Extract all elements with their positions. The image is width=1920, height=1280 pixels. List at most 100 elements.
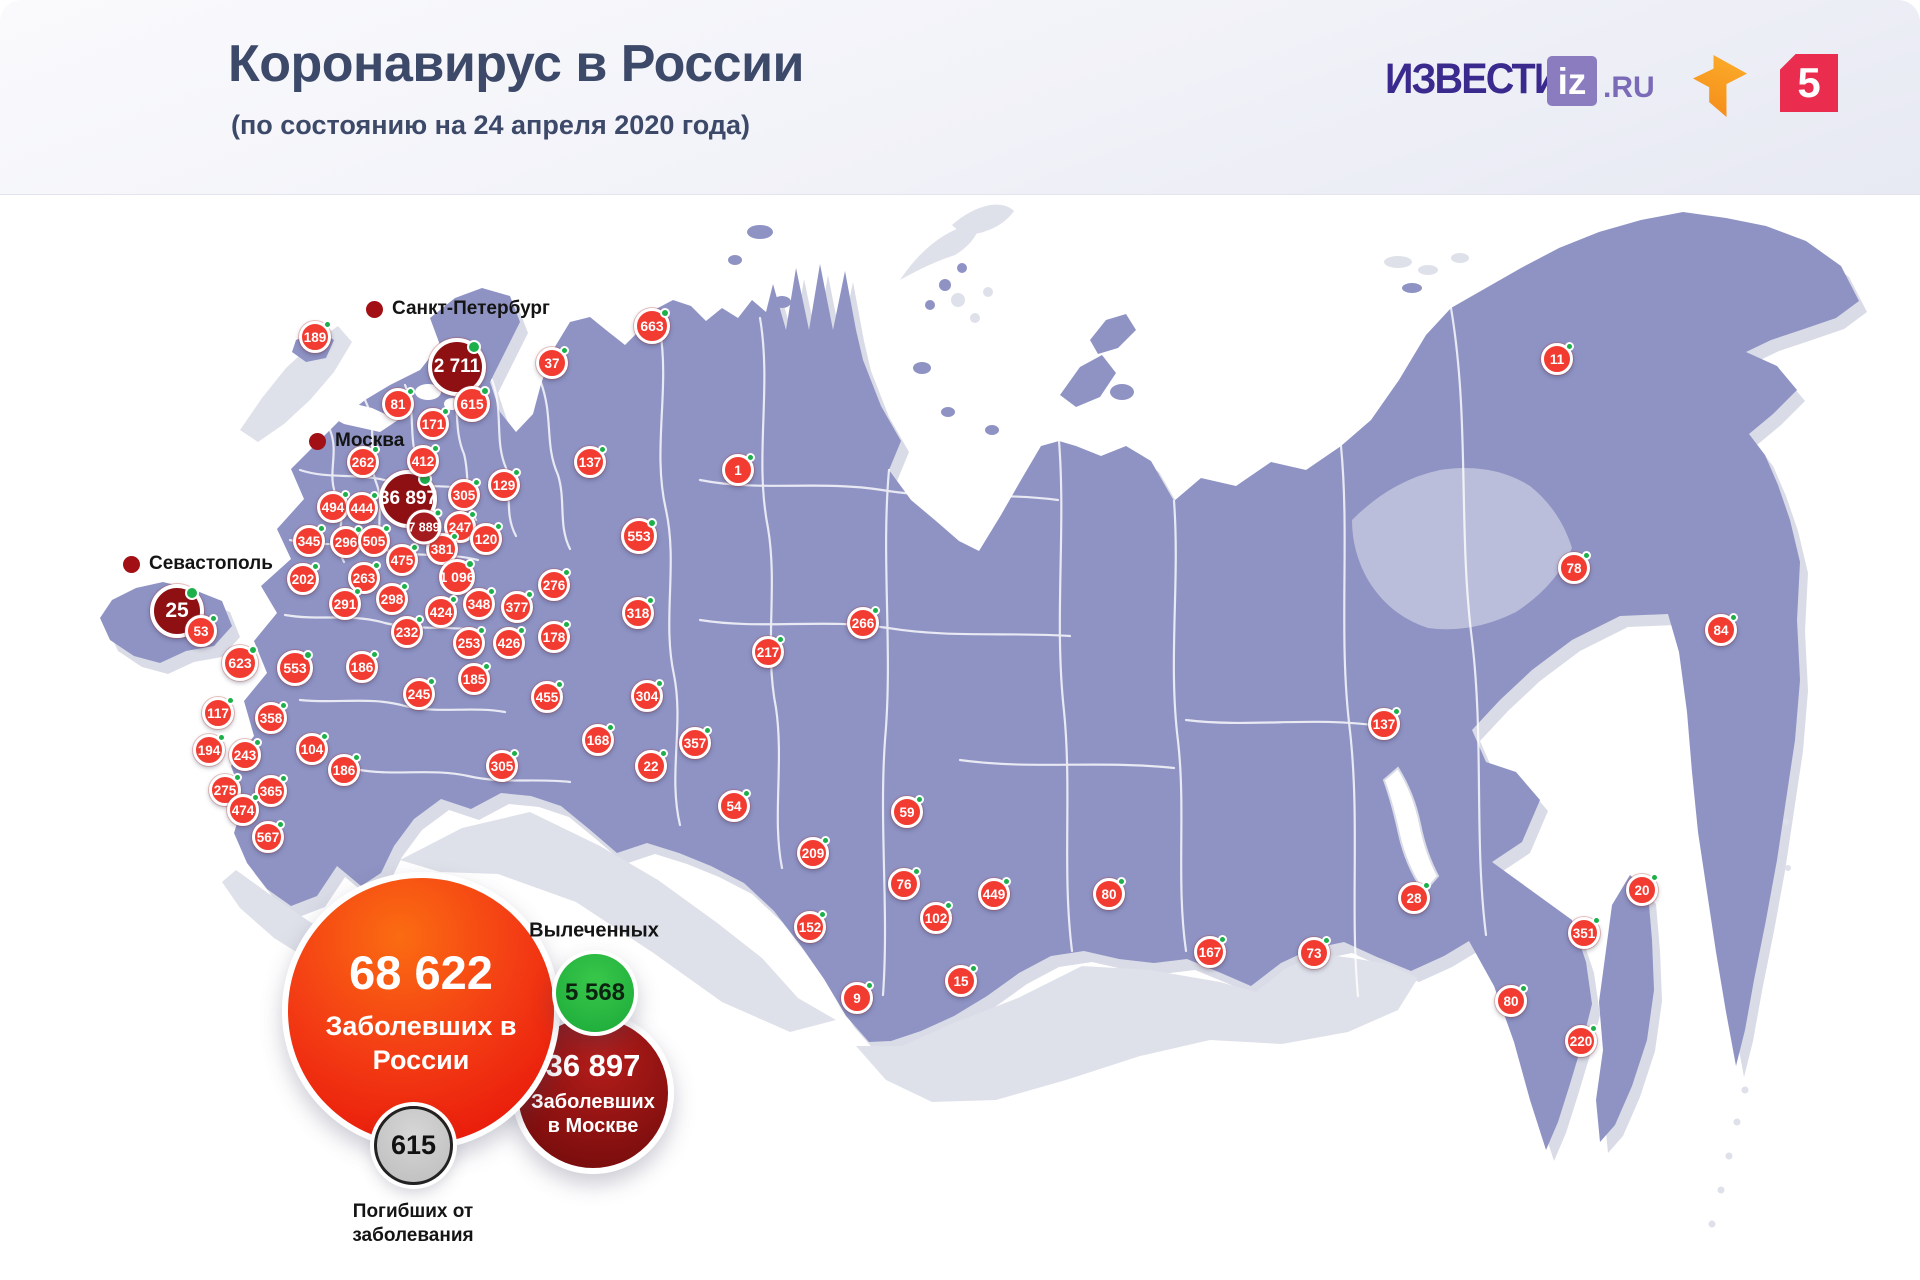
header: Коронавирус в России (по состоянию на 24… <box>0 0 1920 195</box>
region-marker: 2 711 <box>428 338 486 396</box>
region-marker-value: 262 <box>351 454 375 470</box>
region-marker: 178 <box>538 620 571 653</box>
region-marker: 194 <box>193 733 226 766</box>
recovered-status-dot-icon <box>370 650 379 659</box>
region-marker: 171 <box>417 407 450 440</box>
region-marker-value: 80 <box>1101 886 1117 902</box>
city-label: Севастополь <box>123 553 273 575</box>
region-marker: 377 <box>501 590 534 623</box>
region-marker: 37 <box>536 346 569 379</box>
region-marker-value: 381 <box>430 541 454 557</box>
ren-tv-logo-icon[interactable] <box>1693 55 1747 117</box>
region-marker: 186 <box>328 753 361 786</box>
recovered-status-dot-icon <box>703 726 712 735</box>
recovered-status-dot-icon <box>746 453 755 462</box>
region-marker: 217 <box>752 635 785 668</box>
region-marker: 455 <box>531 680 564 713</box>
region-marker-value: 186 <box>332 762 356 778</box>
region-marker: 168 <box>582 723 615 756</box>
recovered-status-dot-icon <box>415 615 424 624</box>
region-marker-value: 296 <box>334 534 358 550</box>
recovered-status-dot-icon <box>317 524 326 533</box>
region-marker-value: 78 <box>1566 560 1582 576</box>
infected-russia-value: 68 622 <box>349 945 493 999</box>
recovered-status-dot-icon <box>1729 613 1738 622</box>
recovered-status-dot-icon <box>450 532 459 541</box>
recovered-status-dot-icon <box>1117 877 1126 886</box>
region-marker-value: 424 <box>429 604 453 620</box>
recovered-status-dot-icon <box>1392 707 1401 716</box>
region-marker-value: 2 711 <box>433 356 481 377</box>
region-marker-value: 245 <box>407 686 431 702</box>
region-marker-value: 36 897 <box>378 488 438 509</box>
region-marker-value: 275 <box>213 782 237 798</box>
region-marker-value: 84 <box>1713 622 1729 638</box>
region-marker-value: 276 <box>542 577 566 593</box>
region-marker-value: 129 <box>492 477 516 493</box>
recovered-status-dot-icon <box>382 524 391 533</box>
region-marker: 117 <box>202 696 235 729</box>
recovered-status-dot-icon <box>276 820 285 829</box>
region-marker-value: 243 <box>233 747 257 763</box>
region-marker: 567 <box>252 820 285 853</box>
recovered-status-dot-icon <box>525 590 534 599</box>
region-marker: 80 <box>1495 984 1528 1017</box>
region-marker: 291 <box>329 587 362 620</box>
recovered-status-dot-icon <box>370 491 379 500</box>
region-marker-value: 73 <box>1306 945 1322 961</box>
recovered-status-dot-icon <box>1002 877 1011 886</box>
region-marker: 553 <box>621 518 657 554</box>
region-marker-value: 247 <box>448 519 472 535</box>
recovered-status-dot-icon <box>871 606 880 615</box>
iz-ru-logo[interactable]: iz <box>1547 56 1597 106</box>
region-marker: 81 <box>382 387 415 420</box>
recovered-status-dot-icon <box>431 444 440 453</box>
region-marker: 351 <box>1568 916 1601 949</box>
region-marker-value: 186 <box>350 659 374 675</box>
iz-ru-domain[interactable]: .RU <box>1603 71 1655 104</box>
region-marker: 615 <box>454 386 490 422</box>
channel-five-logo[interactable]: 5 <box>1780 54 1838 112</box>
region-marker-value: 104 <box>300 741 324 757</box>
recovered-status-dot-icon <box>1592 916 1601 925</box>
infected-moscow-value: 36 897 <box>545 1048 641 1083</box>
recovered-status-dot-icon <box>742 789 751 798</box>
region-marker-value: 253 <box>457 635 481 651</box>
region-marker: 426 <box>493 626 526 659</box>
city-name: Севастополь <box>149 553 273 574</box>
recovered-status-dot-icon <box>352 753 361 762</box>
region-marker: 358 <box>255 701 288 734</box>
region-marker-value: 412 <box>411 453 435 469</box>
region-marker-value: 494 <box>321 499 345 515</box>
region-marker-value: 20 <box>1634 882 1650 898</box>
recovered-status-dot-icon <box>865 981 874 990</box>
region-marker-value: 15 <box>953 973 969 989</box>
region-marker-value: 305 <box>490 758 514 774</box>
recovered-status-dot-icon <box>449 595 458 604</box>
region-marker: 102 <box>920 901 953 934</box>
region-marker: 84 <box>1705 613 1738 646</box>
region-marker-value: 505 <box>362 533 386 549</box>
recovered-status-dot-icon <box>406 387 415 396</box>
region-marker-value: 209 <box>801 845 825 861</box>
recovered-status-dot-icon <box>510 749 519 758</box>
deaths-label: Погибших от заболевания <box>352 1201 474 1246</box>
recovered-status-dot-icon <box>320 732 329 741</box>
region-marker: 73 <box>1298 936 1331 969</box>
recovered-status-dot-icon <box>468 510 477 519</box>
recovered-status-dot-icon <box>353 587 362 596</box>
page-subtitle: (по состоянию на 24 апреля 2020 года) <box>231 110 751 140</box>
brand-logos: ИЗВЕСТИЯ iz .RU 5 <box>1385 0 1855 195</box>
recovered-status-dot-icon <box>441 407 450 416</box>
recovered-status-dot-icon <box>647 518 657 528</box>
region-marker-value: 171 <box>421 416 445 432</box>
recovered-status-dot-icon <box>1582 551 1591 560</box>
recovered-status-dot-icon <box>912 867 921 876</box>
region-marker: 1 096 <box>439 559 475 595</box>
region-marker: 137 <box>1368 707 1401 740</box>
region-marker: 20 <box>1626 873 1659 906</box>
region-marker-value: 663 <box>640 318 664 334</box>
recovered-status-dot-icon <box>821 836 830 845</box>
region-marker: 304 <box>631 679 664 712</box>
